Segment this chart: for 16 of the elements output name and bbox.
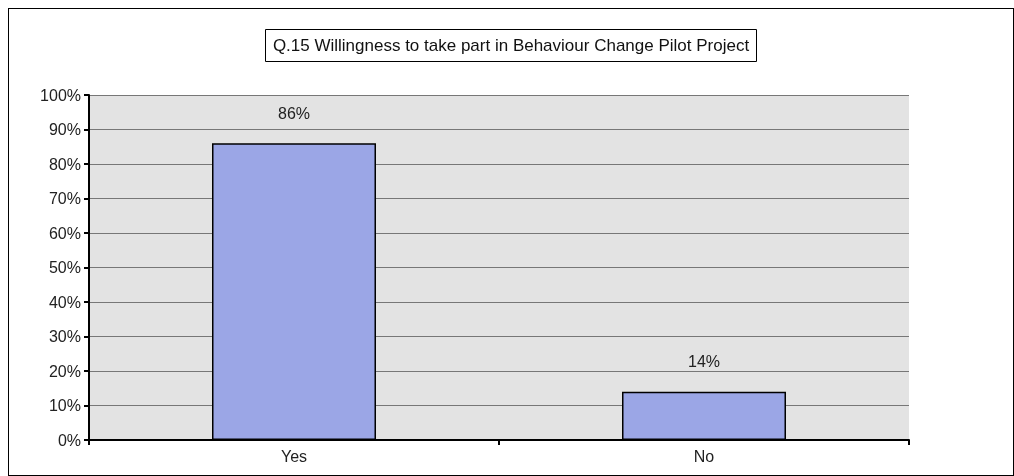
y-tick-label: 40% xyxy=(48,293,81,311)
x-tick-label: Yes xyxy=(280,447,308,465)
chart-title: Q.15 Willingness to take part in Behaviour Change Pilot Project xyxy=(272,36,750,55)
y-tick-label: 30% xyxy=(48,328,81,345)
x-tick-label: No xyxy=(693,447,715,465)
y-tick-label: 70% xyxy=(48,190,81,207)
y-tick-label: 90% xyxy=(48,121,81,138)
y-tick-label: 100% xyxy=(40,86,81,104)
data-label: 14% xyxy=(687,353,721,371)
y-tick-label: 80% xyxy=(48,155,81,173)
data-label: 86% xyxy=(277,104,311,122)
y-tick-label: 20% xyxy=(48,362,81,380)
y-tick-label: 10% xyxy=(48,397,81,414)
y-tick-label: 50% xyxy=(48,259,81,276)
y-tick-label: 0% xyxy=(57,431,81,449)
y-tick-label: 60% xyxy=(48,224,81,242)
